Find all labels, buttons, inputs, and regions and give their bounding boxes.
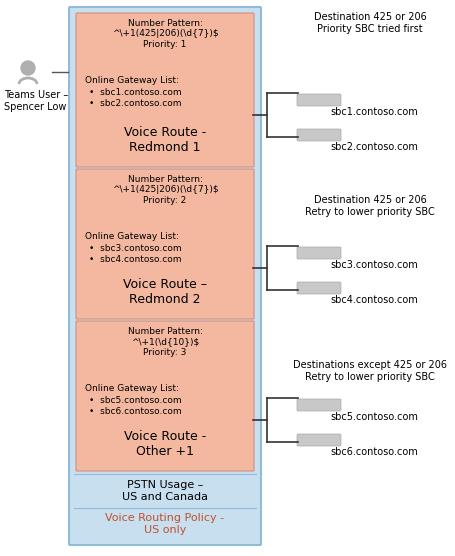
Text: Number Pattern:
^\+1(\d{10})$
Priority: 3: Number Pattern: ^\+1(\d{10})$ Priority: … — [127, 327, 202, 357]
Circle shape — [21, 61, 35, 75]
Text: •  sbc1.contoso.com: • sbc1.contoso.com — [89, 88, 181, 97]
FancyBboxPatch shape — [296, 129, 340, 141]
Text: sbc1.contoso.com: sbc1.contoso.com — [329, 107, 417, 117]
Text: •  sbc2.contoso.com: • sbc2.contoso.com — [89, 99, 181, 108]
FancyBboxPatch shape — [296, 94, 340, 106]
FancyBboxPatch shape — [76, 13, 253, 167]
Text: PSTN Usage –
US and Canada: PSTN Usage – US and Canada — [122, 480, 207, 502]
Text: Online Gateway List:: Online Gateway List: — [85, 232, 178, 241]
Text: sbc4.contoso.com: sbc4.contoso.com — [329, 295, 417, 305]
FancyBboxPatch shape — [76, 169, 253, 319]
FancyBboxPatch shape — [69, 7, 260, 545]
Text: Voice Routing Policy -
US only: Voice Routing Policy - US only — [105, 513, 224, 535]
Text: Online Gateway List:: Online Gateway List: — [85, 76, 178, 85]
Text: Destinations except 425 or 206
Retry to lower priority SBC: Destinations except 425 or 206 Retry to … — [293, 360, 446, 381]
FancyBboxPatch shape — [296, 434, 340, 446]
Text: Destination 425 or 206
Priority SBC tried first: Destination 425 or 206 Priority SBC trie… — [313, 12, 425, 33]
Text: Number Pattern:
^\+1(425|206)(\d{7})$
Priority: 1: Number Pattern: ^\+1(425|206)(\d{7})$ Pr… — [111, 19, 218, 49]
Text: sbc6.contoso.com: sbc6.contoso.com — [329, 447, 417, 457]
Text: •  sbc6.contoso.com: • sbc6.contoso.com — [89, 407, 181, 416]
Text: Voice Route -
Other +1: Voice Route - Other +1 — [124, 430, 206, 458]
Text: sbc5.contoso.com: sbc5.contoso.com — [329, 412, 417, 422]
FancyBboxPatch shape — [296, 282, 340, 294]
Text: Number Pattern:
^\+1(425|206)(\d{7})$
Priority: 2: Number Pattern: ^\+1(425|206)(\d{7})$ Pr… — [111, 175, 218, 205]
Text: •  sbc5.contoso.com: • sbc5.contoso.com — [89, 396, 181, 405]
Text: •  sbc4.contoso.com: • sbc4.contoso.com — [89, 255, 181, 264]
Text: sbc2.contoso.com: sbc2.contoso.com — [329, 142, 417, 152]
Text: Online Gateway List:: Online Gateway List: — [85, 384, 178, 393]
FancyBboxPatch shape — [296, 247, 340, 259]
Text: sbc3.contoso.com: sbc3.contoso.com — [329, 260, 417, 270]
Text: Voice Route –
Redmond 2: Voice Route – Redmond 2 — [123, 278, 207, 306]
Text: Voice Route -
Redmond 1: Voice Route - Redmond 1 — [124, 126, 206, 154]
FancyBboxPatch shape — [296, 399, 340, 411]
Text: •  sbc3.contoso.com: • sbc3.contoso.com — [89, 244, 181, 253]
Text: Teams User –
Spencer Low: Teams User – Spencer Low — [4, 90, 68, 112]
Text: Destination 425 or 206
Retry to lower priority SBC: Destination 425 or 206 Retry to lower pr… — [304, 195, 434, 217]
FancyBboxPatch shape — [76, 321, 253, 471]
